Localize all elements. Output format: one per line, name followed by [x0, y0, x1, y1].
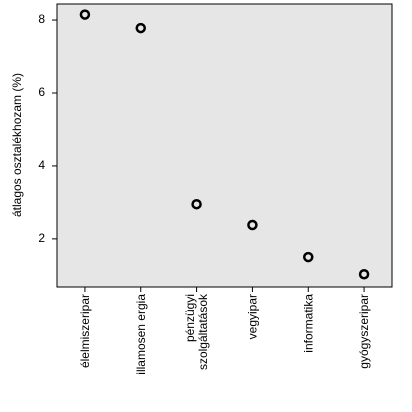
x-tick-label: élelmiszeripar — [78, 294, 92, 368]
y-tick-label: 6 — [38, 85, 45, 99]
y-tick-label: 2 — [38, 231, 45, 245]
x-tick-label: gyógyszeripar — [357, 294, 371, 369]
marker — [191, 198, 202, 210]
marker — [135, 22, 146, 34]
x-tick-label: illamosen ergia — [134, 294, 148, 375]
y-tick-label: 8 — [38, 12, 45, 26]
x-tick-label: informatika — [301, 294, 315, 353]
y-tick-label: 4 — [38, 158, 45, 172]
x-tick-label: pénzügyiszolgáltatások — [183, 293, 210, 370]
plot-area — [56, 3, 393, 288]
marker — [303, 251, 314, 263]
marker — [358, 268, 370, 280]
x-tick-label: vegyipar — [245, 294, 259, 339]
marker — [247, 219, 258, 231]
marker — [79, 9, 91, 20]
y-axis-title: átlagos osztalékhozam (%) — [10, 73, 24, 217]
